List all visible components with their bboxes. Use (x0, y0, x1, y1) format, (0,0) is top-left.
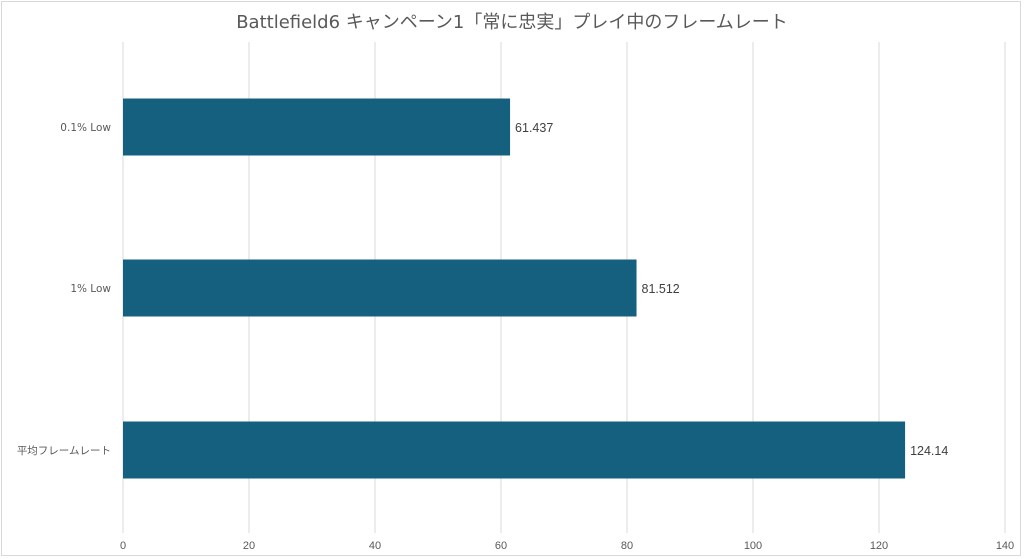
category-label: 平均フレームレート (17, 445, 111, 457)
x-tick-label: 40 (369, 540, 381, 552)
x-tick-label: 100 (744, 540, 762, 552)
data-label: 124.14 (910, 444, 948, 458)
x-tick-label: 60 (495, 540, 507, 552)
category-label: 0.1% Low (60, 122, 111, 134)
data-label: 81.512 (642, 282, 680, 296)
bar (123, 259, 637, 317)
x-tick-label: 20 (243, 540, 255, 552)
labels: 0 20 40 60 80 100 120 140 0.1% Low 61.437 1% Low 81… (17, 121, 1014, 552)
x-tick-label: 0 (120, 540, 126, 552)
bar (123, 98, 511, 156)
chart-title: Battlefield6 キャンペーン1「常に忠実」プレイ中のフレームレート (236, 12, 788, 33)
x-tick-label: 120 (870, 540, 888, 552)
bars (123, 98, 906, 479)
data-label: 61.437 (515, 121, 553, 135)
category-label: 1% Low (70, 283, 111, 295)
x-tick-label: 80 (621, 540, 633, 552)
x-tick-label: 140 (996, 540, 1014, 552)
bar (123, 421, 906, 479)
